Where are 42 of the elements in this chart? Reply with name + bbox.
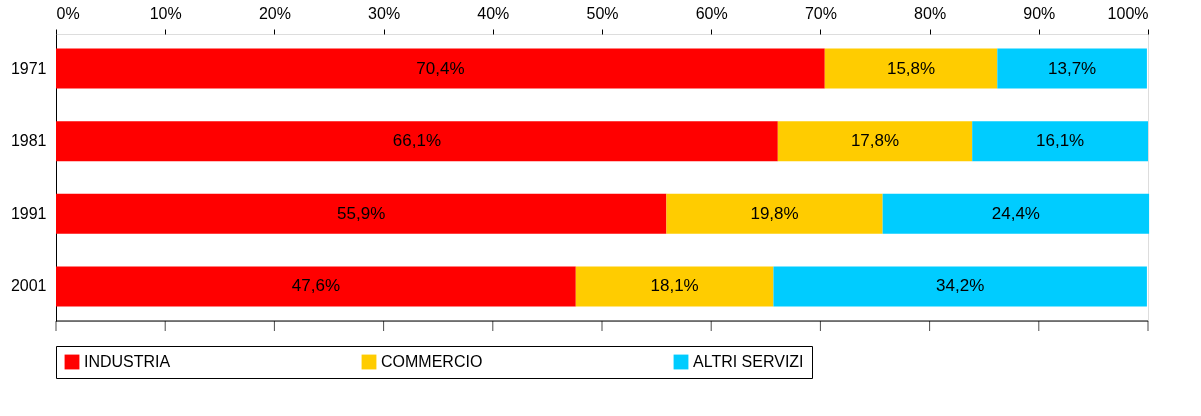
y-tick-label: 1981 (10, 132, 47, 150)
bar (777, 121, 973, 162)
x-tick-label: 50% (586, 4, 619, 22)
x-tick-label: 0% (56, 4, 80, 22)
y-tick-label: 1991 (10, 204, 47, 222)
data-label: 70,4% (416, 58, 465, 78)
bar (972, 121, 1148, 162)
data-label: 13,7% (1048, 58, 1097, 78)
data-label: 24,4% (991, 203, 1040, 223)
bar (997, 48, 1147, 89)
x-tick-label: 20% (258, 4, 291, 22)
data-label: 19,8% (750, 203, 799, 223)
data-label: 18,1% (650, 276, 699, 296)
x-tick-label: 70% (804, 4, 837, 22)
x-tick-label: 40% (477, 4, 510, 22)
data-label: 15,8% (886, 58, 936, 78)
bar (56, 193, 667, 234)
x-tick-label: 30% (368, 4, 401, 22)
data-label: 55,9% (337, 203, 386, 223)
bar (56, 266, 576, 307)
y-tick-label: 2001 (10, 277, 47, 295)
x-tick-label: 90% (1023, 4, 1056, 22)
x-tick-label: 10% (149, 4, 182, 22)
y-tick-label: 1971 (10, 59, 47, 77)
bar (56, 48, 825, 89)
data-label: 66,1% (392, 131, 442, 151)
bar (56, 121, 778, 162)
bar (824, 48, 998, 89)
bar (575, 266, 774, 307)
x-tick-label: 100% (1107, 4, 1149, 22)
x-tick-label: 60% (695, 4, 728, 22)
bar (882, 193, 1150, 234)
data-label: 17,8% (850, 131, 900, 151)
x-tick-label: 80% (914, 4, 947, 22)
legend-label: COMMERCIO (381, 353, 483, 370)
data-label: 34,2% (936, 276, 985, 296)
data-label: 47,6% (291, 276, 340, 296)
legend-label: ALTRI SERVIZI (693, 353, 804, 370)
legend-label: INDUSTRIA (84, 353, 171, 370)
bar (773, 266, 1147, 307)
data-label: 16,1% (1035, 131, 1085, 151)
bar (666, 193, 883, 234)
